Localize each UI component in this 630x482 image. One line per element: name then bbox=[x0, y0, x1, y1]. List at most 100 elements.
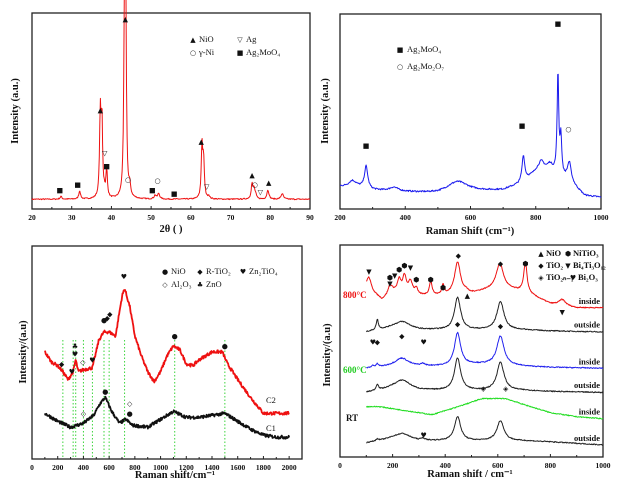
peak-marker: ▲ bbox=[98, 106, 104, 114]
series-label-c1: C1 bbox=[266, 423, 276, 433]
legend-label-nitio3: NiTiO₃ bbox=[573, 248, 599, 258]
series-tail-label: outside bbox=[574, 433, 600, 443]
peak-marker: ▽ bbox=[102, 149, 108, 157]
legend-label-ag2mo2o7: Ag₂Mo₂O₇ bbox=[407, 61, 444, 71]
x-tick-label: 1000 bbox=[153, 463, 168, 472]
x-tick-label: 600 bbox=[104, 463, 116, 472]
peak-marker: ○ bbox=[154, 177, 160, 185]
x-tick-label: 400 bbox=[440, 461, 452, 470]
x-tick-label: 70 bbox=[227, 213, 235, 222]
x-tick-label: 0 bbox=[30, 463, 34, 472]
peak-marker: ◆ bbox=[498, 260, 504, 268]
x-tick-label: 40 bbox=[108, 213, 116, 222]
peak-marker: ▼ bbox=[366, 268, 372, 276]
legend-marker-bi2o3: ♥ bbox=[570, 274, 576, 282]
x-tick-label: 0 bbox=[338, 461, 342, 470]
raman-temps-y-axis-label: Intensity/(a.u) bbox=[322, 323, 333, 387]
raman-c1c2-legend: ● NiO ◆ R-TiO₂ ♥ Zn₂TiO₄ ◇ Al₂O₃ ♣ ZnO bbox=[162, 266, 278, 289]
peak-marker: ■ bbox=[149, 186, 156, 194]
x-tick-label: 1000 bbox=[596, 461, 611, 470]
series-tail-label: outside bbox=[574, 320, 600, 330]
legend-label-gamma-ni: γ-Ni bbox=[198, 47, 215, 57]
legend-marker-ag2moo4: ■ bbox=[397, 46, 404, 54]
peak-marker: ♥ bbox=[420, 339, 426, 347]
peak-marker: ⬢ bbox=[396, 266, 402, 274]
raman-temps-x-ticks: 0 200 400 600 800 1000 bbox=[338, 454, 611, 470]
peak-marker: ■ bbox=[103, 162, 110, 170]
x-tick-label: 600 bbox=[492, 461, 504, 470]
legend-label-al2o3: Al₂O₃ bbox=[171, 279, 192, 289]
legend-label-bi2o3: Bi₂O₃ bbox=[578, 272, 598, 282]
peak-marker: ◆ bbox=[456, 252, 462, 260]
peak-marker: ▼ bbox=[408, 264, 414, 272]
x-tick-label: 400 bbox=[78, 463, 90, 472]
series-line bbox=[31, 0, 311, 201]
peak-marker: ● bbox=[222, 342, 228, 350]
raman-c1c2-panel: 0 200 400 600 800 1000 1200 1400 1600 1800 2000 ◆ ♥… bbox=[18, 245, 303, 481]
series-line bbox=[44, 395, 290, 440]
legend-marker-bi4ti3o12: ▼ bbox=[565, 262, 571, 270]
x-tick-label: 90 bbox=[306, 213, 314, 222]
legend-marker-ag2moo4: ■ bbox=[237, 49, 244, 57]
peak-marker: ■ bbox=[363, 142, 370, 150]
series-line bbox=[340, 73, 602, 198]
peak-marker: ◆ bbox=[59, 360, 65, 368]
peak-marker: ■ bbox=[74, 181, 81, 189]
xrd-y-axis-label: Intensity (a.u.) bbox=[10, 78, 21, 144]
x-tick-label: 800 bbox=[545, 461, 557, 470]
legend-label-r-tio2: R-TiO₂ bbox=[206, 266, 231, 276]
peak-marker: ▼ bbox=[560, 308, 566, 316]
legend-label-tio2n-1: TiO₂ₙ₋₁ bbox=[546, 272, 574, 282]
series-line bbox=[44, 289, 290, 416]
x-tick-label: 200 bbox=[387, 461, 399, 470]
series-line bbox=[366, 416, 604, 446]
peak-marker: ▽ bbox=[258, 188, 264, 196]
series-line bbox=[365, 357, 604, 394]
peak-marker: ■ bbox=[171, 190, 178, 198]
peak-marker: ▲ bbox=[123, 15, 129, 23]
peak-marker: ♥ bbox=[420, 431, 426, 439]
xrd-x-ticks: 20 30 40 50 60 70 80 90 bbox=[28, 206, 314, 222]
legend-marker-nio: ▲ bbox=[190, 36, 196, 44]
peak-marker: ◆ bbox=[105, 315, 111, 323]
legend-label-ag2moo4: Ag₂MoO₄ bbox=[407, 44, 441, 54]
peak-marker: ⬢ bbox=[428, 276, 434, 284]
peak-marker: ♥ bbox=[370, 339, 376, 347]
legend-marker-gamma-ni: ○ bbox=[190, 49, 196, 57]
peak-marker: ⬢ bbox=[440, 284, 446, 292]
raman-c1c2-x-axis-label: Raman shift/cm⁻¹ bbox=[135, 470, 215, 481]
peak-marker: ■ bbox=[56, 186, 63, 194]
xrd-marks: ■■▲▽■▲○■○■▲▽▲○▽▲ bbox=[31, 0, 311, 201]
x-tick-label: 1400 bbox=[205, 463, 220, 472]
x-tick-label: 200 bbox=[334, 213, 346, 222]
series-line bbox=[366, 261, 604, 309]
legend-marker-al2o3: ◇ bbox=[162, 281, 168, 289]
raman-ag-panel: 200 400 600 800 1000 ■ ■ ■ ○ Raman Shift (cm⁻¹)… bbox=[320, 13, 609, 237]
x-tick-label: 1800 bbox=[256, 463, 271, 472]
raman-ag-legend: ■ Ag₂MoO₄ ○ Ag₂Mo₂O₇ bbox=[397, 44, 445, 71]
legend-marker-tio2: ◆ bbox=[538, 262, 544, 270]
raman-ag-marks: ■ ■ ■ ○ bbox=[340, 20, 602, 198]
x-tick-label: 200 bbox=[52, 463, 64, 472]
xrd-panel: 20 30 40 50 60 70 80 90 ■■▲▽■▲○■○■▲▽▲○▽▲ 2θ ( )… bbox=[10, 0, 314, 235]
series-tail-label: inside bbox=[579, 296, 600, 306]
peak-marker: ▼ bbox=[387, 280, 393, 288]
x-tick-label: 30 bbox=[68, 213, 76, 222]
legend-marker-nio: ▲ bbox=[538, 250, 544, 258]
raman-c1c2-plot-frame bbox=[31, 245, 303, 460]
legend-label-zno: ZnO bbox=[206, 279, 222, 289]
peak-marker: ◆ bbox=[498, 322, 504, 330]
peak-marker: ♣ bbox=[72, 342, 78, 350]
peak-marker: ◈ bbox=[481, 385, 487, 393]
group-label-600c: 600°C bbox=[343, 365, 367, 375]
raman-c1c2-marks: ◆♥♥♣◇ ♥●◆◆♥●●●◇◇● bbox=[44, 273, 290, 440]
peak-marker: ▲ bbox=[198, 138, 204, 146]
x-tick-label: 80 bbox=[267, 213, 275, 222]
series-tail-label: outside bbox=[574, 380, 600, 390]
legend-label-nio: NiO bbox=[199, 34, 214, 44]
legend-marker-zno: ♣ bbox=[197, 281, 203, 289]
peak-marker: ○ bbox=[565, 125, 571, 133]
peak-marker: ◆ bbox=[107, 311, 113, 319]
peak-marker: ● bbox=[101, 317, 107, 325]
legend-marker-ag: ▽ bbox=[237, 36, 243, 44]
